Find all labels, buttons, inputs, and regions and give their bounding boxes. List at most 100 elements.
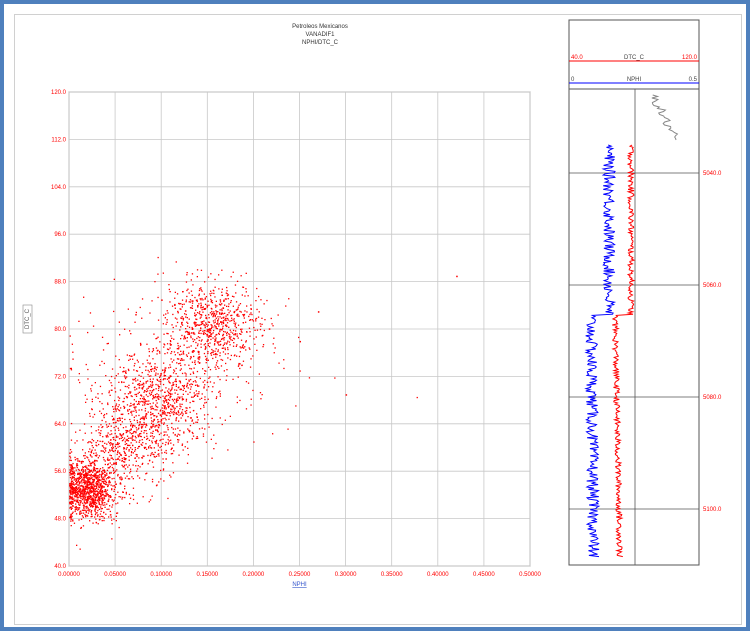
scatter-point (173, 450, 175, 452)
scatter-point (190, 290, 193, 292)
scatter-point (177, 393, 179, 395)
scatter-point (94, 460, 96, 463)
scatter-point (147, 373, 149, 376)
scatter-point (272, 433, 274, 435)
scatter-point (108, 480, 110, 482)
scatter-point (75, 479, 77, 481)
scatter-point (95, 512, 97, 514)
scatter-point (155, 442, 157, 445)
y-tick-label: 120.0 (51, 90, 67, 96)
scatter-point (100, 510, 102, 512)
scatter-point (193, 350, 195, 352)
scatter-point (80, 461, 83, 463)
scatter-point (215, 327, 217, 329)
scatter-point (97, 514, 99, 516)
scatter-point (125, 443, 128, 445)
scatter-point (84, 490, 86, 492)
scatter-point (116, 453, 118, 456)
scatter-point (82, 439, 84, 441)
scatter-point (206, 325, 208, 327)
scatter-point (113, 426, 115, 429)
scatter-point (124, 454, 126, 456)
scatter-point (200, 289, 202, 291)
scatter-point (84, 454, 86, 457)
scatter-point (202, 333, 204, 335)
scatter-point (87, 468, 89, 470)
scatter-point (165, 449, 167, 452)
scatter-point (95, 497, 97, 499)
scatter-point (189, 430, 191, 432)
scatter-point (148, 371, 150, 373)
scatter-point (103, 495, 105, 497)
scatter-point (119, 445, 121, 448)
scatter-point (169, 404, 172, 406)
scatter-point (127, 444, 129, 446)
scatter-point (139, 435, 141, 437)
scatter-point (197, 356, 199, 358)
scatter-point (101, 503, 103, 505)
scatter-point (190, 336, 192, 339)
scatter-point (89, 470, 91, 472)
scatter-point (157, 319, 160, 321)
scatter-point (201, 314, 203, 316)
scatter-point (179, 434, 181, 436)
scatter-point (89, 463, 92, 465)
scatter-point (94, 382, 96, 384)
scatter-point (74, 510, 76, 513)
scatter-point (176, 293, 179, 295)
scatter-point (79, 513, 81, 515)
scatter-point (192, 435, 195, 437)
scatter-point (138, 400, 140, 403)
scatter-point (71, 489, 73, 491)
scatter-point (156, 366, 158, 369)
scatter-point (209, 342, 211, 344)
scatter-point (105, 450, 107, 452)
scatter-point (76, 491, 78, 494)
scatter-point (134, 425, 136, 427)
scatter-point (160, 373, 163, 375)
scatter-point (184, 419, 187, 421)
scatter-point (81, 492, 83, 494)
scatter-point (245, 408, 248, 410)
scatter-point (103, 517, 105, 519)
scatter-point (191, 305, 193, 307)
scatter-point (168, 284, 170, 286)
scatter-point (194, 325, 197, 327)
scatter-point (250, 304, 252, 306)
scatter-point (215, 334, 217, 336)
scatter-point (77, 479, 79, 481)
scatter-point (236, 313, 238, 316)
scatter-point (103, 459, 105, 461)
scatter-point (90, 482, 92, 484)
scatter-point (112, 445, 114, 447)
scatter-point (123, 437, 126, 439)
scatter-point (211, 324, 213, 327)
scatter-point (151, 405, 153, 407)
scatter-point (94, 459, 96, 462)
scatter-point (69, 502, 71, 504)
scatter-point (83, 481, 85, 483)
scatter-point (149, 445, 151, 447)
scatter-point (160, 390, 162, 392)
scatter-point (112, 469, 115, 472)
scatter-point (87, 491, 89, 493)
scatter-point (201, 339, 203, 341)
scatter-point (91, 482, 93, 484)
scatter-point (186, 384, 188, 386)
scatter-point (138, 383, 141, 385)
scatter-point (196, 416, 198, 418)
scatter-point (150, 393, 152, 395)
scatter-point (240, 311, 242, 313)
scatter-point (93, 493, 95, 495)
scatter-point (147, 369, 149, 372)
scatter-point (83, 476, 85, 478)
scatter-point (94, 488, 96, 490)
scatter-point (87, 487, 90, 489)
scatter-point (72, 462, 74, 465)
scatter-point (94, 513, 97, 516)
scatter-point (149, 312, 151, 314)
scatter-point (94, 509, 96, 511)
scatter-point (86, 493, 88, 495)
scatter-point (162, 468, 165, 470)
scatter-point (114, 439, 117, 441)
